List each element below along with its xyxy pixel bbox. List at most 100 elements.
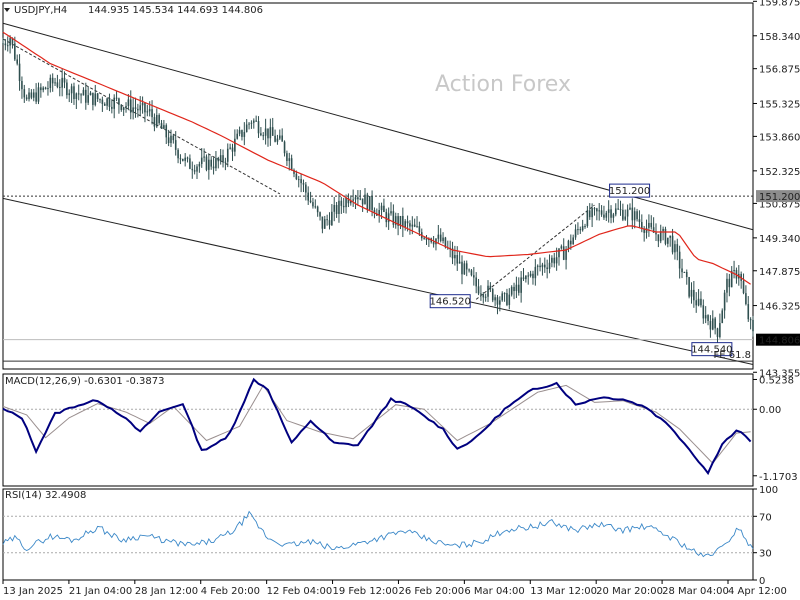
- macd-y-tick-label: 0.00: [759, 405, 781, 416]
- candle-body: [163, 125, 165, 129]
- candle-body: [700, 298, 702, 306]
- candle-body: [316, 206, 319, 213]
- candle-body: [470, 270, 473, 276]
- candle-body: [610, 209, 612, 218]
- candle-body: [37, 87, 40, 102]
- candle-body: [385, 211, 388, 223]
- candle-body: [172, 135, 175, 141]
- candle-body: [189, 158, 191, 169]
- candle-body: [40, 87, 42, 91]
- candle-body: [695, 300, 698, 306]
- main-y-tick-label: 153.860: [759, 132, 800, 143]
- candle-body: [650, 222, 653, 228]
- candle-body: [25, 97, 28, 100]
- candle-body: [579, 229, 582, 231]
- macd-panel-frame: [2, 373, 754, 487]
- candle-body: [719, 323, 721, 338]
- candle-body: [208, 159, 210, 170]
- rsi-y-tick-label: 30: [759, 549, 772, 560]
- candle-body: [560, 246, 563, 249]
- candle-body: [465, 263, 468, 270]
- candle-body: [364, 194, 366, 205]
- candle-body: [541, 264, 544, 268]
- candle-body: [94, 93, 97, 105]
- candle-body: [56, 82, 59, 87]
- candle-body: [129, 99, 132, 113]
- annotation-box: [691, 342, 733, 357]
- candle-body: [714, 318, 716, 329]
- candle-body: [200, 157, 203, 164]
- candle-body: [371, 196, 373, 211]
- candle-body: [574, 229, 577, 238]
- candle-body: [458, 261, 461, 264]
- candle-body: [508, 294, 511, 305]
- candle-body: [366, 194, 369, 210]
- candle-body: [690, 289, 693, 297]
- candle-body: [745, 293, 747, 305]
- candle-body: [108, 98, 111, 107]
- candle-body: [245, 124, 248, 133]
- candle-body: [151, 109, 153, 118]
- main-y-tick-label: 147.875: [759, 267, 800, 278]
- candle-body: [619, 209, 622, 211]
- candle-body: [605, 212, 608, 218]
- candle-body: [319, 212, 321, 217]
- candle-body: [120, 104, 123, 110]
- candle-body: [631, 207, 634, 221]
- candle-body: [752, 319, 754, 332]
- rsi-y-tick-label: 0: [759, 576, 765, 587]
- candle-body: [730, 270, 733, 288]
- candle-body: [203, 156, 205, 158]
- candle-body: [603, 214, 605, 218]
- candle-body: [454, 255, 456, 259]
- main-y-tick-label: 156.875: [759, 65, 800, 76]
- candle-body: [522, 277, 525, 280]
- candle-body: [536, 265, 539, 267]
- candle-body: [66, 82, 68, 96]
- candle-body: [506, 293, 508, 305]
- candle-body: [499, 300, 501, 305]
- annotation-label: 146.520: [430, 297, 471, 308]
- candle-body: [399, 215, 402, 226]
- candle-body: [551, 257, 553, 263]
- candle-body: [167, 137, 170, 144]
- candle-body: [267, 128, 269, 139]
- candle-body: [89, 92, 92, 96]
- candle-body: [633, 211, 636, 221]
- x-tick-label: 6 Mar 04:00: [464, 586, 524, 597]
- candle-body: [728, 278, 731, 288]
- candle-body: [527, 275, 530, 277]
- candle-body: [387, 213, 390, 223]
- candle-body: [354, 197, 357, 200]
- candle-body: [648, 222, 650, 228]
- candle-body: [302, 183, 305, 185]
- candle-body: [63, 77, 66, 83]
- candle-body: [134, 107, 137, 109]
- candle-body: [75, 93, 78, 100]
- candle-body: [726, 278, 728, 293]
- candle-body: [96, 93, 99, 100]
- candle-body: [260, 133, 262, 136]
- main-y-tick-label: 146.325: [759, 302, 800, 313]
- candle-body: [70, 86, 73, 94]
- candle-body: [461, 261, 463, 275]
- candle-body: [444, 237, 447, 248]
- rsi-panel-frame: [2, 488, 754, 581]
- candle-body: [463, 263, 466, 275]
- candle-body: [262, 135, 265, 137]
- candle-body: [193, 170, 196, 172]
- main-y-tick-label: 159.875: [759, 0, 800, 8]
- dropdown-triangle-icon[interactable]: [4, 8, 10, 12]
- watermark: Action Forex: [435, 72, 571, 97]
- candle-body: [667, 237, 669, 244]
- candle-body: [125, 105, 127, 108]
- candle-body: [380, 205, 383, 211]
- macd-y-tick-label: -1.1703: [759, 472, 798, 483]
- candle-body: [243, 132, 246, 137]
- macd-line: [2, 377, 752, 476]
- candle-body: [394, 216, 397, 225]
- candle-body: [570, 240, 572, 245]
- candle-body: [683, 272, 686, 274]
- candle-body: [338, 200, 340, 215]
